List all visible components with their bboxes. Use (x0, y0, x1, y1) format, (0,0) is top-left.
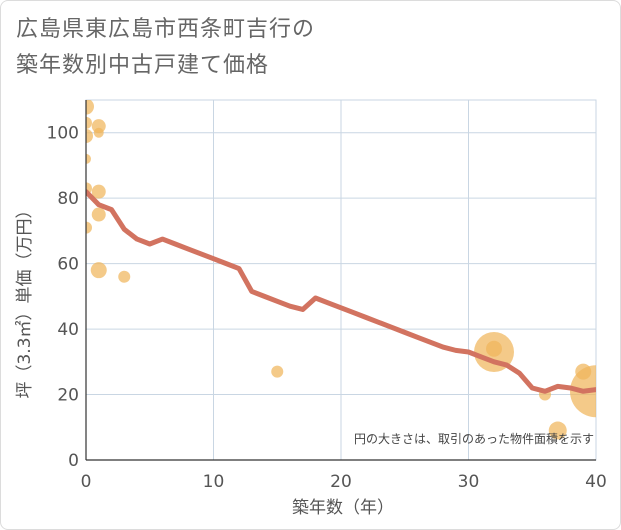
bubble-point (91, 184, 106, 199)
x-tick-label: 20 (330, 472, 352, 492)
bubble-point (86, 153, 91, 164)
y-tick-label: 0 (68, 451, 79, 471)
bubble-point (86, 129, 93, 143)
bubble-point (90, 262, 107, 279)
bubble-point (271, 365, 284, 378)
x-tick-label: 40 (585, 472, 607, 492)
y-tick-label: 40 (57, 320, 79, 340)
bubble-point (118, 270, 131, 283)
bubble-point (91, 207, 106, 222)
trend-series (86, 189, 596, 394)
y-tick-label: 60 (57, 255, 79, 275)
trend-line (86, 189, 596, 394)
chart-title-line-1: 広島県東広島市西条町吉行の (16, 17, 316, 42)
x-axis-title: 築年数（年） (292, 498, 394, 518)
x-tick-label: 0 (81, 472, 92, 492)
chart-title: 広島県東広島市西条町吉行の 築年数別中古戸建て価格 (16, 12, 315, 84)
x-tick-label: 10 (203, 472, 225, 492)
x-tick-label: 30 (458, 472, 480, 492)
bubble-point (86, 221, 92, 234)
bubble-point (86, 116, 92, 129)
chart-title-line-2: 築年数別中古戸建て価格 (16, 53, 270, 78)
grid-lines (85, 99, 597, 461)
y-tick-label: 80 (57, 189, 79, 209)
y-tick-label: 100 (47, 124, 79, 144)
bubble-point (93, 127, 104, 138)
axes: 0 10 20 30 40 0 20 40 60 80 100 (47, 100, 607, 492)
y-axis-title: 坪（3.3㎡）単価（万円） (15, 201, 35, 398)
bubble-point (548, 421, 567, 440)
bubble-point (486, 340, 502, 357)
bubble-point (86, 100, 94, 115)
y-tick-label: 20 (57, 386, 79, 406)
bubble-size-note: 円の大きさは、取引のあった物件面積を示す (354, 431, 594, 446)
